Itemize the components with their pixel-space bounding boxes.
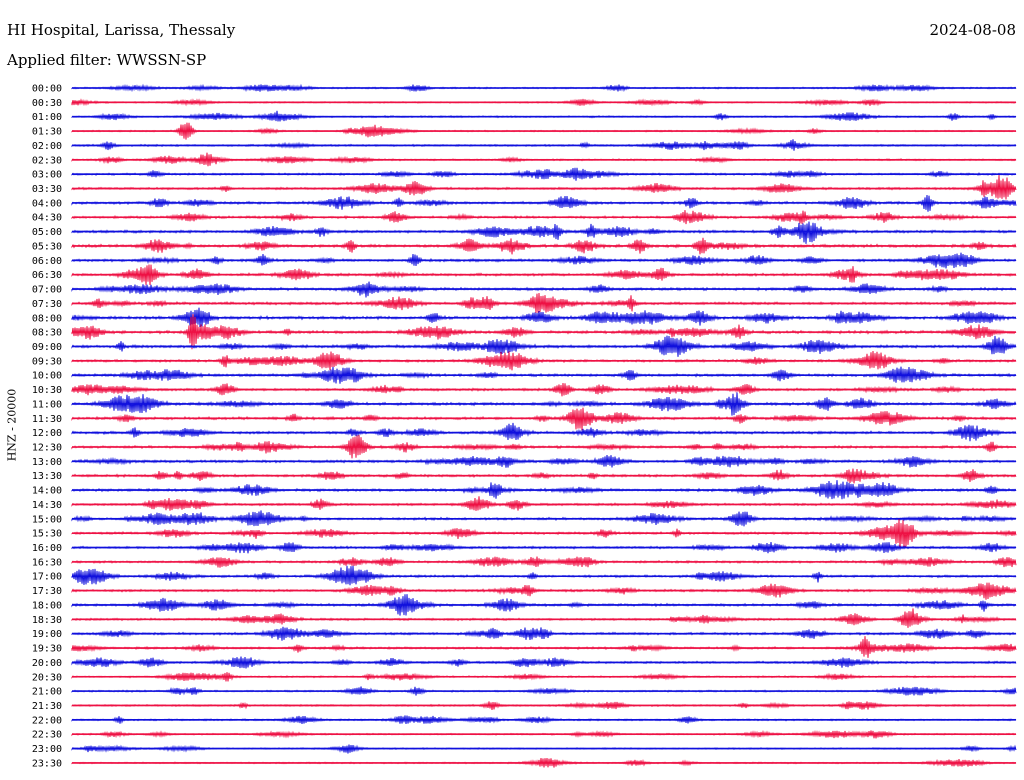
row-label: 06:00	[32, 256, 62, 267]
row-label: 07:30	[32, 299, 62, 310]
row-label: 20:30	[32, 672, 62, 683]
row-label: 08:00	[32, 313, 62, 324]
row-label: 04:00	[32, 198, 62, 209]
row-label: 19:30	[32, 644, 62, 655]
row-label: 19:00	[32, 629, 62, 640]
row-label: 09:30	[32, 356, 62, 367]
row-label: 00:30	[32, 98, 62, 109]
row-label: 03:00	[32, 170, 62, 181]
row-label: 18:30	[32, 615, 62, 626]
row-label: 15:30	[32, 529, 62, 540]
row-label: 17:00	[32, 572, 62, 583]
row-label: 05:00	[32, 227, 62, 238]
row-label: 16:00	[32, 543, 62, 554]
row-label: 22:00	[32, 715, 62, 726]
row-label: 15:00	[32, 514, 62, 525]
row-label: 03:30	[32, 184, 62, 195]
trace-line	[71, 608, 1017, 628]
date-label: 2024-08-08	[929, 21, 1016, 39]
row-label: 01:00	[32, 112, 62, 123]
row-label: 10:00	[32, 371, 62, 382]
row-label: 21:00	[32, 687, 62, 698]
row-label: 16:30	[32, 557, 62, 568]
row-label: 11:00	[32, 399, 62, 410]
row-label: 11:30	[32, 414, 62, 425]
row-label: 13:00	[32, 457, 62, 468]
trace-line	[71, 221, 1017, 244]
row-label: 07:00	[32, 285, 62, 296]
row-label: 09:00	[32, 342, 62, 353]
filter-label: Applied filter: WWSSN-SP	[7, 51, 207, 69]
row-label: 04:30	[32, 213, 62, 224]
row-label: 10:30	[32, 385, 62, 396]
row-label: 14:00	[32, 486, 62, 497]
row-label: 00:00	[32, 84, 62, 95]
row-label: 14:30	[32, 500, 62, 511]
row-label: 13:30	[32, 471, 62, 482]
row-label: 05:30	[32, 241, 62, 252]
row-label: 06:30	[32, 270, 62, 281]
row-label: 17:30	[32, 586, 62, 597]
row-label: 21:30	[32, 701, 62, 712]
station-title: HI Hospital, Larissa, Thessaly	[7, 21, 236, 39]
row-label: 23:30	[32, 758, 62, 769]
row-label: 20:00	[32, 658, 62, 669]
row-label: 12:00	[32, 428, 62, 439]
trace-line	[71, 636, 1017, 658]
row-label: 12:30	[32, 443, 62, 454]
row-label: 22:30	[32, 730, 62, 741]
row-label: 08:30	[32, 328, 62, 339]
row-label: 01:30	[32, 127, 62, 138]
row-label: 18:00	[32, 600, 62, 611]
row-label: 02:30	[32, 155, 62, 166]
row-label: 23:00	[32, 744, 62, 755]
trace-line	[71, 496, 1017, 511]
row-label: 02:00	[32, 141, 62, 152]
